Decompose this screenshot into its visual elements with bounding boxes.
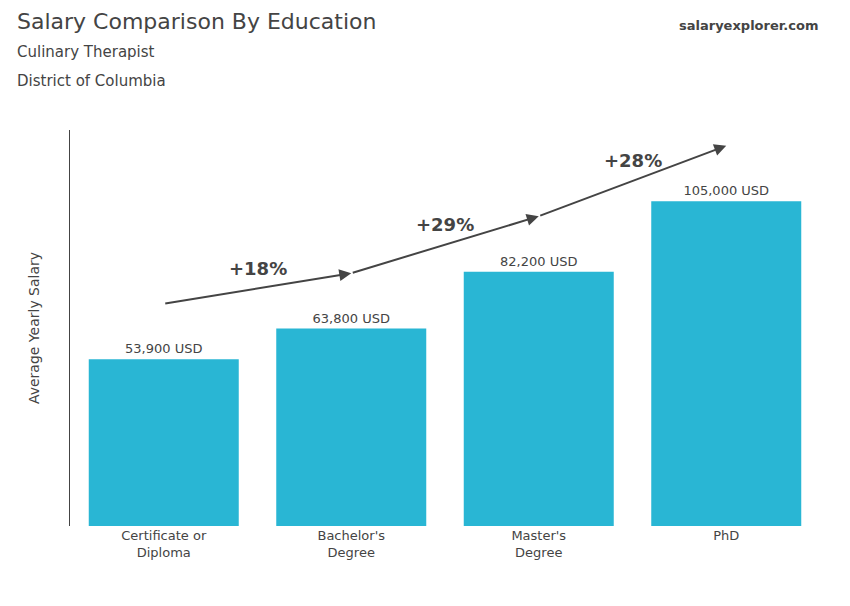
svg-text:+29%: +29% <box>416 214 474 235</box>
svg-text:salaryexplorer.com: salaryexplorer.com <box>679 18 818 33</box>
svg-text:Master'sDegree: Master'sDegree <box>511 528 566 560</box>
svg-text:+28%: +28% <box>604 150 662 171</box>
svg-text:82,200 USD: 82,200 USD <box>500 254 577 269</box>
svg-text:PhD: PhD <box>713 528 739 543</box>
svg-text:Salary Comparison By Education: Salary Comparison By EducationCulinary T… <box>17 9 376 90</box>
svg-text:Average Yearly Salary: Average Yearly Salary <box>26 252 42 404</box>
svg-text:53,900 USD: 53,900 USD <box>125 341 202 356</box>
svg-text:105,000 USD: 105,000 USD <box>683 183 769 198</box>
svg-text:+18%: +18% <box>229 258 287 279</box>
svg-text:63,800 USD: 63,800 USD <box>313 311 390 326</box>
svg-text:Certificate orDiploma: Certificate orDiploma <box>121 528 207 560</box>
svg-text:Bachelor'sDegree: Bachelor'sDegree <box>317 528 385 560</box>
